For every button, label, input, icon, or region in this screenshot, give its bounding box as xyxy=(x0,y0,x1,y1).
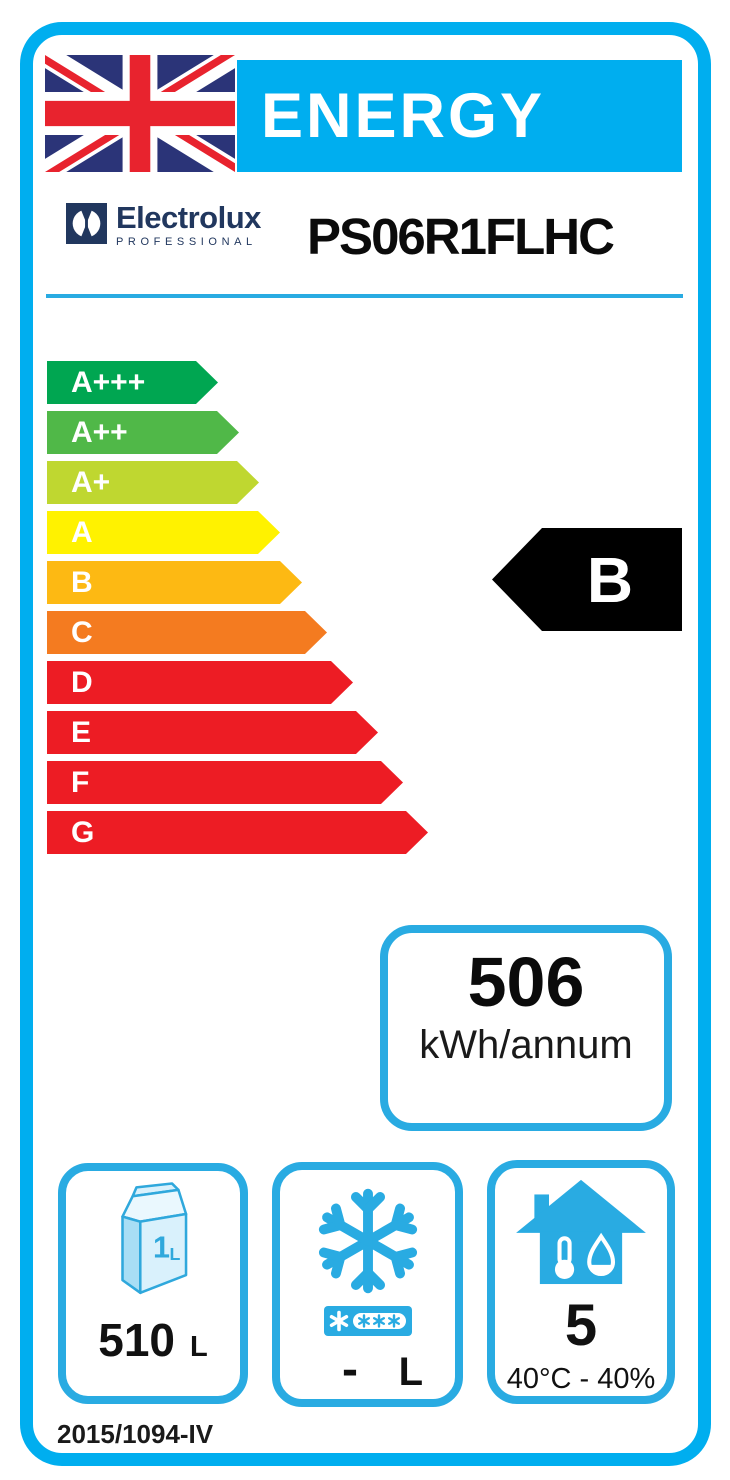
rating-bar-f: F xyxy=(47,761,403,804)
freezer-stars-icon xyxy=(323,1306,412,1336)
rating-bar-label: F xyxy=(71,766,90,799)
rating-bar-label: A++ xyxy=(71,416,128,449)
frozen-volume-unit: L xyxy=(398,1350,423,1394)
fresh-volume-value: 510 xyxy=(98,1314,176,1366)
climate-class-box: 5 40°C - 40% xyxy=(487,1160,675,1404)
climate-condition-range: 40°C - 40% xyxy=(506,1363,656,1395)
electrolux-logo: Electrolux PROFESSIONAL xyxy=(66,200,261,248)
rating-bar-g: G xyxy=(47,811,428,854)
rating-bar-label: A xyxy=(71,516,93,549)
electrolux-logo-text: Electrolux PROFESSIONAL xyxy=(116,200,261,248)
regulation-reference: 2015/1094-IV xyxy=(57,1419,214,1449)
rating-bar-label: G xyxy=(71,816,95,849)
header-divider xyxy=(46,294,683,298)
climate-class-value: 5 xyxy=(564,1293,598,1358)
energy-title: ENERGY xyxy=(261,80,546,151)
rating-bar-ap: A+ xyxy=(47,461,259,504)
annual-energy-box: 506 kWh/annum xyxy=(380,925,672,1131)
frozen-volume-box: - L xyxy=(272,1162,463,1407)
frozen-volume-value: - xyxy=(342,1343,358,1396)
rating-bar-label: A+++ xyxy=(71,366,146,399)
rating-bar-label: E xyxy=(71,716,92,749)
annual-energy-value: 506 xyxy=(467,943,585,1021)
rating-bar-app: A++ xyxy=(47,411,239,454)
logo-subtitle: PROFESSIONAL xyxy=(116,236,257,248)
frozen-volume-row: - L xyxy=(280,1346,455,1394)
rating-bar-c: C xyxy=(47,611,327,654)
snowflake-icon xyxy=(318,1188,417,1294)
rating-bar-a: A xyxy=(47,511,280,554)
annual-energy-unit: kWh/annum xyxy=(419,1023,633,1067)
rating-bar-b: B xyxy=(47,561,302,604)
rating-bar-label: B xyxy=(71,566,93,599)
rating-bar-d: D xyxy=(47,661,353,704)
house-climate-icon xyxy=(516,1179,646,1285)
electrolux-logo-mark-icon xyxy=(66,203,107,244)
carton-volume-label: 1 xyxy=(153,1230,170,1264)
fresh-volume-row: 510 L xyxy=(98,1317,207,1364)
fresh-volume-box: 1 L 510 L xyxy=(58,1163,248,1404)
rating-bar-label: D xyxy=(71,666,93,699)
rating-bar-appp: A+++ xyxy=(47,361,218,404)
milk-carton-icon: 1 L xyxy=(121,1182,188,1295)
fresh-volume-unit: L xyxy=(190,1331,208,1363)
rating-bar-label: C xyxy=(71,616,93,649)
carton-volume-unit: L xyxy=(170,1244,181,1264)
union-jack-flag-icon xyxy=(45,55,235,172)
rating-bar-label: A+ xyxy=(71,466,111,499)
model-number: PS06R1FLHC xyxy=(307,208,615,265)
energy-banner: ENERGY xyxy=(237,60,682,172)
logo-name: Electrolux xyxy=(116,200,261,235)
current-rating-letter: B xyxy=(586,543,634,616)
energy-rating-scale: A+++ A++ A+ A B C D E F G xyxy=(47,361,447,861)
rating-bar-e: E xyxy=(47,711,378,754)
